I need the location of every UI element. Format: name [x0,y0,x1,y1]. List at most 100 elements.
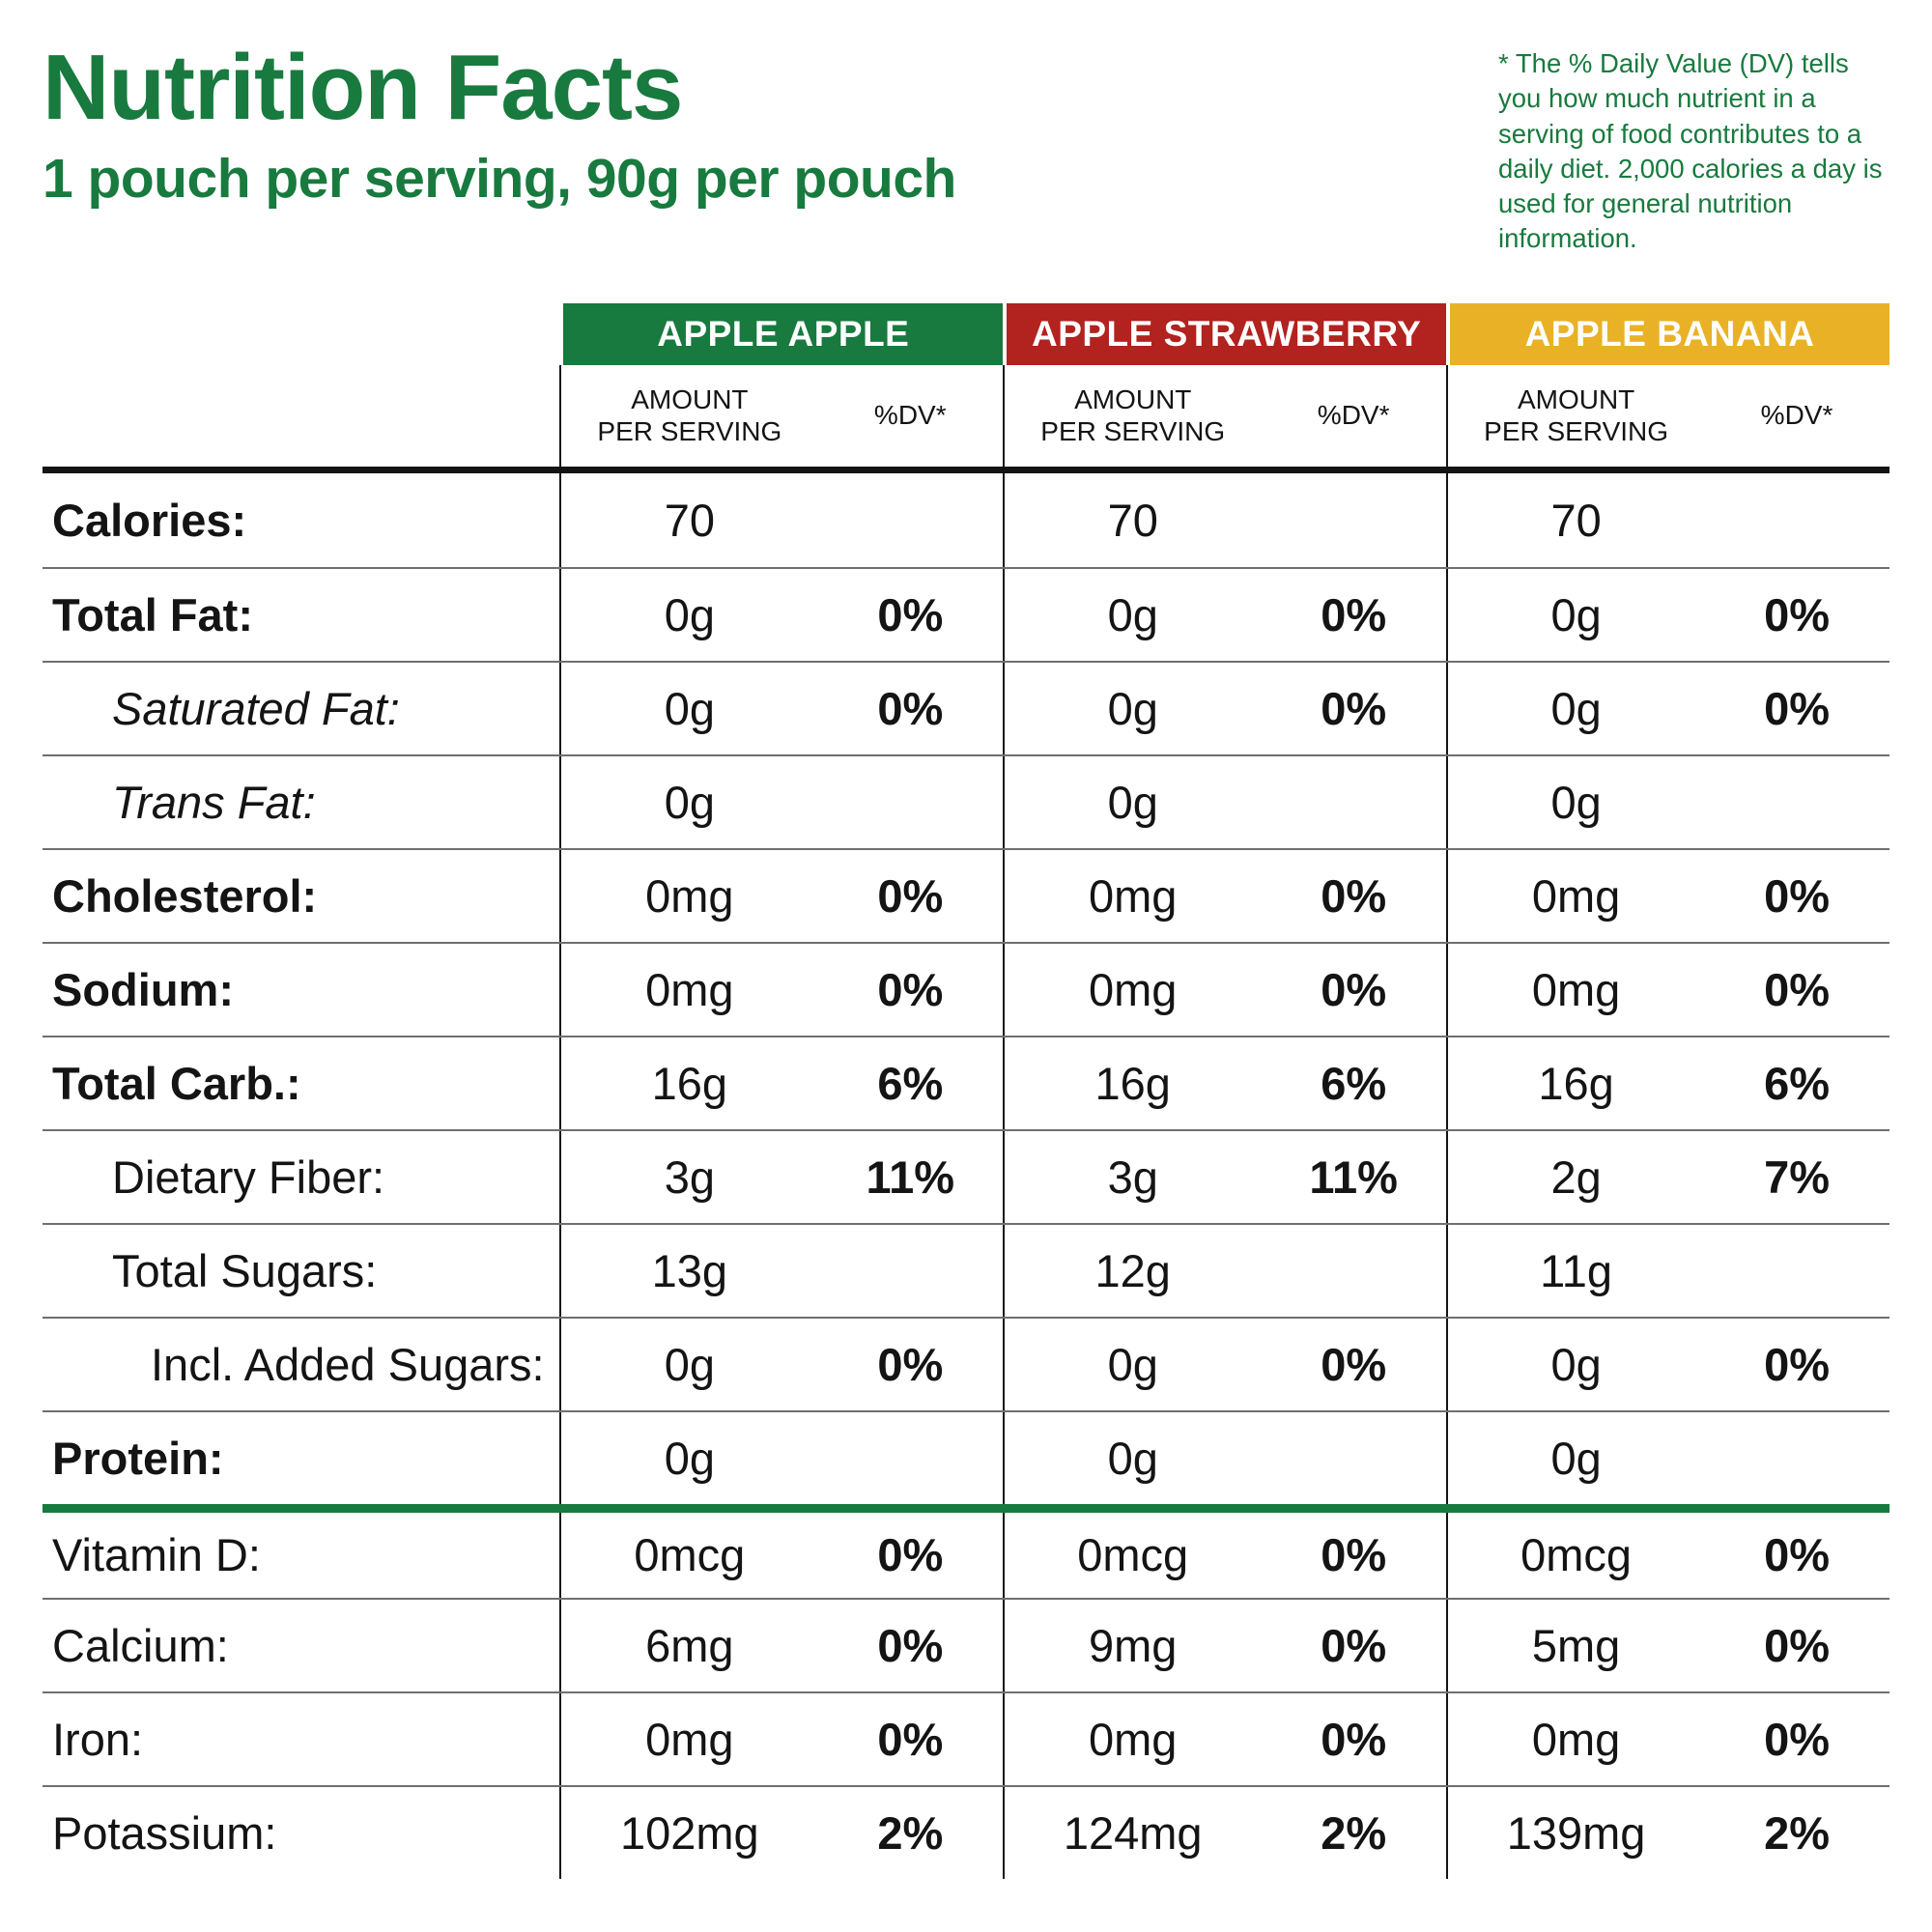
amount-value: 0g [1550,588,1602,640]
amount-per-serving-header: AMOUNT PER SERVING [597,384,782,447]
table-row: Iron: 0mg 0% 0mg 0% 0mg 0% [43,1690,1889,1785]
row-label: Dietary Fiber: [112,1151,385,1203]
dv-value: 0% [877,1338,944,1390]
product-cell-group: 0g 0% [1003,568,1446,661]
dv-value: 2% [1764,1806,1830,1859]
product-header-row: APPLE APPLE APPLE STRAWBERRY APPLE BANAN… [43,302,1889,365]
amount-value: 11g [1540,1244,1613,1296]
amount-per-serving-header: AMOUNT PER SERVING [1484,384,1669,447]
dv-value: 0% [877,1529,944,1581]
table-row: Trans Fat: 0g 0g 0g [43,753,1889,848]
row-label: Incl. Added Sugars: [151,1338,545,1390]
amount-value: 70 [1550,494,1602,546]
dv-value: 0% [1764,963,1830,1015]
product-cell-group: 70 [559,472,1003,567]
product-cell-group: 0g [1446,755,1889,848]
product-cell-group: 2g 7% [1446,1130,1889,1223]
table-row: Total Fat: 0g 0% 0g 0% 0g 0% [43,566,1889,661]
dv-value: 0% [1321,963,1387,1015]
amount-value: 16g [1094,1057,1171,1109]
amount-value: 102mg [619,1806,759,1859]
product-cell-group: 0g 0% [1003,1318,1446,1410]
product-cell-group: 13g [559,1224,1003,1317]
product-cell-group: 0mg 0% [1003,1692,1446,1785]
amount-value: 0g [664,1338,715,1390]
dv-value: 0% [877,1619,944,1671]
dv-value: 0% [877,869,944,922]
product-cell-group: 0g [1446,1411,1889,1504]
table-row: Vitamin D: 0mcg 0% 0mcg 0% 0mcg 0% [43,1503,1889,1598]
amount-value: 0g [1550,776,1602,828]
table-row: Total Sugars: 13g 12g 11g [43,1222,1889,1317]
amount-value: 0mg [645,869,734,922]
amount-value: 0g [1550,1338,1602,1390]
product-cell-group: 0g 0% [1446,662,1889,754]
dv-value: 0% [877,963,944,1015]
product-cell-group: 0mg 0% [1446,943,1889,1036]
amount-value: 5mg [1531,1619,1621,1671]
table-row: Sodium: 0mg 0% 0mg 0% 0mg 0% [43,941,1889,1036]
table-row: Saturated Fat: 0g 0% 0g 0% 0g 0% [43,660,1889,754]
product-cell-group: 0g 0% [559,1318,1003,1410]
amount-value: 0g [1107,776,1158,828]
dv-value: 0% [877,588,944,640]
dv-value: 7% [1764,1151,1830,1203]
amount-value: 0mg [1089,963,1178,1015]
title-block: Nutrition Facts 1 pouch per serving, 90g… [43,41,956,211]
amount-value: 0g [1107,588,1158,640]
dv-value: 0% [1321,588,1387,640]
dv-value: 0% [1321,1529,1387,1581]
amount-value: 3g [1107,1151,1158,1203]
label-column-spacer [43,303,559,365]
product-cell-group: 3g 11% [559,1130,1003,1223]
amount-value: 0mcg [634,1529,746,1581]
table-row: Calcium: 6mg 0% 9mg 0% 5mg 0% [43,1597,1889,1691]
amount-value: 0mg [645,963,734,1015]
product-cell-group: 70 [1446,472,1889,567]
product-cell-group: 6mg 0% [559,1599,1003,1691]
row-label: Vitamin D: [52,1529,261,1581]
amount-value: 3g [664,1151,715,1203]
amount-value: 0g [1107,682,1158,734]
table-row: Incl. Added Sugars: 0g 0% 0g 0% 0g 0% [43,1316,1889,1410]
amount-value: 0g [664,776,715,828]
dv-value: 0% [1764,1619,1830,1671]
row-label: Total Fat: [52,588,253,640]
product-cell-group: 0g 0% [559,568,1003,661]
product-cell-group: 0g [559,755,1003,848]
dv-value: 6% [1321,1057,1387,1109]
amount-value: 16g [1538,1057,1614,1109]
dv-value: 2% [877,1806,944,1859]
dv-value: 0% [1764,1529,1830,1581]
dv-value: 11% [1309,1151,1398,1203]
product-cell-group: 0mg 0% [559,849,1003,942]
dv-value: 6% [1764,1057,1830,1109]
table-row: Total Carb.: 16g 6% 16g 6% 16g 6% [43,1035,1889,1129]
table-row: Potassium: 102mg 2% 124mg 2% 139mg 2% [43,1784,1889,1879]
amount-value: 0mg [1531,1713,1621,1765]
product-column-header: APPLE APPLE [559,302,1004,365]
product-cell-group: 5mg 0% [1446,1599,1889,1691]
product-cell-group: 0g 0% [559,662,1003,754]
row-label: Calories: [52,494,247,546]
row-label: Saturated Fat: [112,682,400,734]
dv-header: %DV* [1317,400,1390,431]
amount-value: 0mg [1531,869,1621,922]
subheader-row: AMOUNT PER SERVING %DV* AMOUNT PER SERVI… [43,364,1889,473]
amount-value: 0g [1550,1432,1602,1484]
dv-value: 0% [877,682,944,734]
amount-value: 12g [1094,1244,1171,1296]
amount-value: 0g [1107,1432,1158,1484]
row-label: Protein: [52,1432,224,1484]
product-cell-group: 0g 0% [1446,568,1889,661]
amount-value: 2g [1550,1151,1602,1203]
dv-value: 0% [1764,1713,1830,1765]
dv-footnote: * The % Daily Value (DV) tells you how m… [1498,48,1883,254]
product-cell-group: 11g [1446,1224,1889,1317]
amount-value: 13g [651,1244,728,1296]
amount-value: 0g [1107,1338,1158,1390]
row-label: Total Sugars: [112,1244,378,1296]
nutrition-table: APPLE APPLE APPLE STRAWBERRY APPLE BANAN… [43,302,1889,1879]
product-cell-group: 0mcg 0% [1446,1512,1889,1598]
